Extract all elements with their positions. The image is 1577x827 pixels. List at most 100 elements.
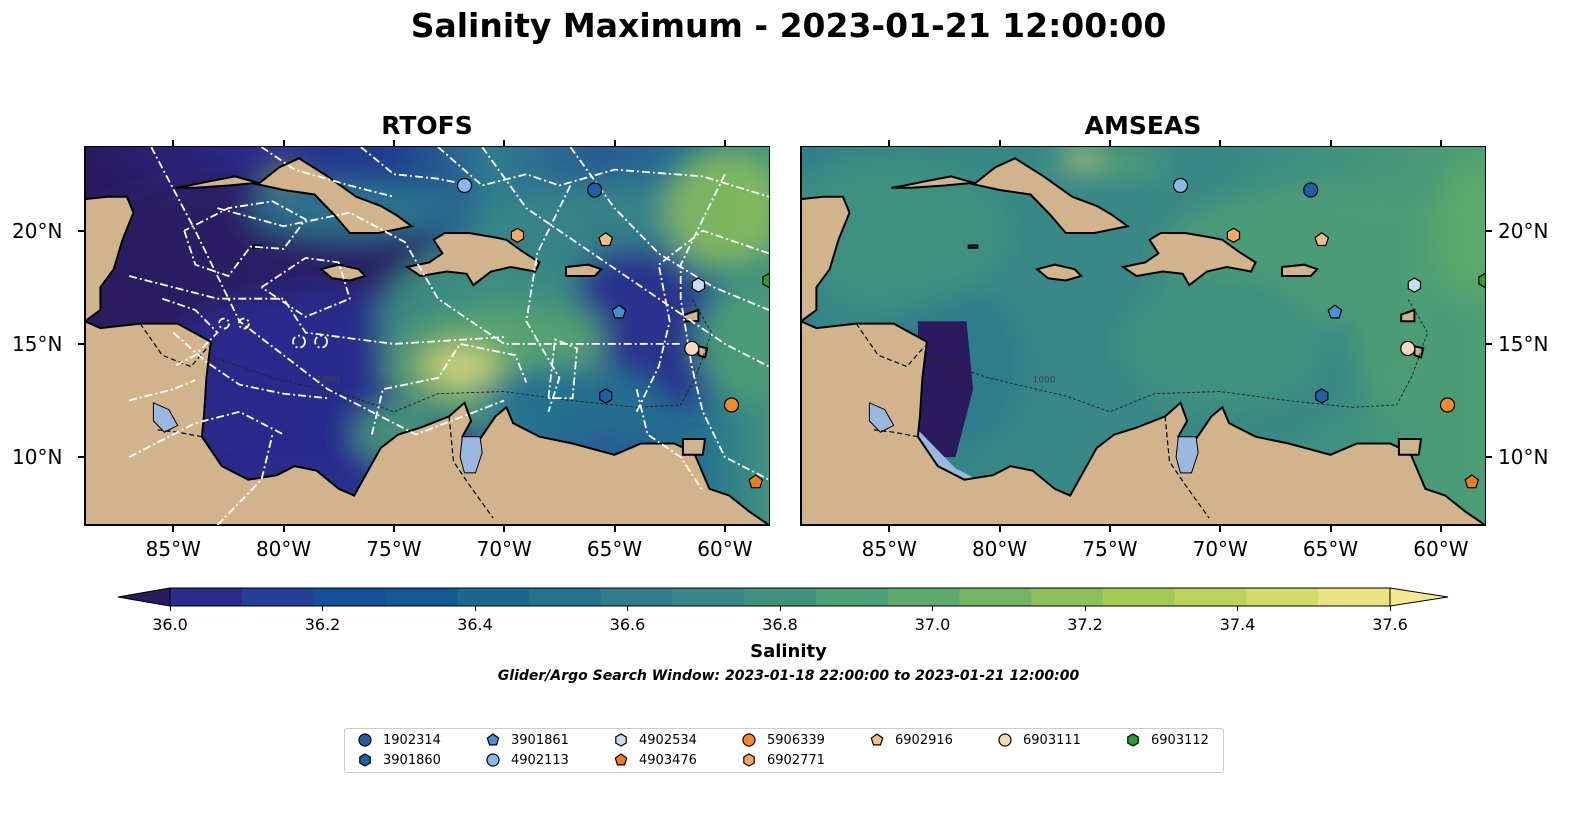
colorbar-tick-label: 37.2 [1067,615,1103,634]
circle-marker-icon [742,733,756,747]
colorbar-tick-label: 36.4 [457,615,493,634]
station-6903111-marker [1400,340,1416,357]
lon-tick-label: 60°W [1413,537,1469,561]
station-5906339-marker [723,397,740,413]
legend-3901860-marker [359,753,371,767]
lat-tick [78,229,84,232]
hexagon-marker-icon [1127,733,1139,747]
lon-tick [392,526,395,532]
legend-6902771-marker [743,753,755,767]
lon-tick [1219,140,1222,146]
legend-label: 3901861 [511,732,569,748]
station-3901861-marker [611,304,627,319]
station-6902771-marker [1226,227,1241,243]
colorbar-tick-label: 36.6 [609,615,646,634]
lat-tick-label: 15°N [12,331,63,356]
legend-item-1902314: 1902314 [357,732,441,748]
legend-3901861-marker [486,733,500,746]
colorbar-tick-label: 37.0 [914,615,951,634]
lat-tick-label: 20°N [12,218,63,243]
legend-label: 4902534 [639,732,697,748]
legend-4903476-marker [614,753,628,766]
legend-1902314-marker [358,733,372,747]
lon-tick-label: 85°W [145,537,201,561]
legend-item-6902771: 6902771 [741,752,825,768]
legend-label: 6903111 [1023,732,1081,748]
hexagon-marker-icon [359,753,371,767]
lat-tick-label: 20°N [1498,218,1549,243]
lon-tick [998,526,1001,532]
colorbar-tick [322,606,323,611]
legend-6903112-marker [1127,733,1139,747]
lon-tick [1439,140,1442,146]
station-6903112-marker [1478,272,1485,289]
colorbar-tick-label: 37.6 [1372,615,1408,634]
amseas-map: 1000 [800,146,1486,526]
station-3901860-marker [1315,388,1329,404]
station-1902314-marker [587,182,603,198]
station-4902113-marker [1172,177,1189,194]
rtofs-panel-title: RTOFS [381,111,473,140]
colorbar-tick [1389,606,1391,611]
legend-4902113-marker [486,753,500,767]
legend-4902534-marker [615,733,627,747]
legend-item-3901861: 3901861 [485,732,569,748]
legend-label: 4902113 [511,752,569,768]
legend-item-4902113: 4902113 [485,752,569,768]
station-5906339-marker [1439,397,1456,413]
station-4903476-marker [748,474,764,489]
figure-title: Salinity Maximum - 2023-01-21 12:00:00 [410,6,1167,45]
lon-tick [1329,526,1332,532]
legend-item-6903112: 6903112 [1125,732,1209,748]
lon-tick [723,140,726,146]
legend-label: 4903476 [639,752,697,768]
legend-item-4902534: 4902534 [613,732,697,748]
lat-tick-label: 10°N [12,445,63,470]
colorbar-tick [779,606,781,611]
colorbar-tick-label: 36.0 [152,615,188,634]
pentagon-marker-icon [486,733,500,746]
lon-tick [282,140,285,146]
pentagon-marker-icon [614,753,628,766]
lon-tick [998,140,1001,146]
lat-tick [1486,229,1492,232]
lon-tick [172,140,175,146]
legend-label: 5906339 [767,732,825,748]
station-4902113-marker [456,177,473,194]
lat-tick [78,456,84,459]
lon-tick-label: 80°W [971,537,1028,561]
station-3901860-marker [599,388,613,404]
station-6903112-marker [762,272,769,289]
lon-tick [1108,526,1111,532]
lon-tick [1108,140,1111,146]
colorbar-tick [627,606,628,611]
rtofs-map-svg: 1000 [85,147,769,525]
station-4902534-marker [1407,277,1422,293]
colorbar-tick-label: 36.2 [304,615,341,634]
legend-item-3901860: 3901860 [357,752,441,768]
station-6902916-marker [1314,232,1330,247]
colorbar-tick-label: 36.8 [762,615,798,634]
lon-tick [503,140,506,146]
colorbar-tick [1084,606,1086,611]
colorbar-tick [474,606,476,611]
legend-6903111-marker [998,733,1012,747]
lon-tick [1439,526,1442,532]
lon-tick-label: 60°W [697,537,753,561]
lon-tick-label: 80°W [255,537,312,561]
lon-tick [888,140,891,146]
legend-label: 6902916 [895,732,953,748]
lat-tick [1486,342,1492,345]
station-4902534-marker [691,277,706,293]
legend-6902916-marker [870,733,884,746]
circle-marker-icon [998,733,1012,747]
float-legend: 1902314 3901860 3901861 4902113 4902534 49034… [344,728,1224,773]
search-window-text: Glider/Argo Search Window: 2023-01-18 22… [497,668,1080,684]
lon-tick [613,526,616,532]
colorbar-tick [169,606,171,611]
colorbar-tick-label: 37.4 [1219,615,1256,634]
amseas-panel-title: AMSEAS [1084,111,1202,140]
circle-marker-icon [486,753,500,767]
rtofs-map: 1000 [84,146,770,526]
lon-tick-label: 70°W [1192,537,1248,561]
